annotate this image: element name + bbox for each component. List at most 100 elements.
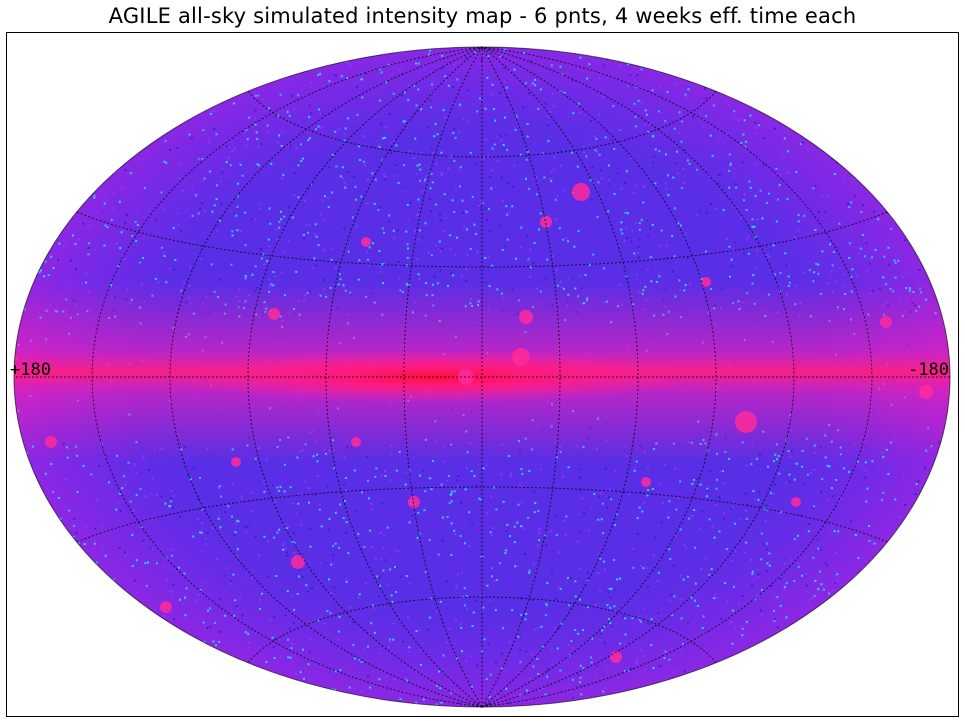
noise-pixel <box>324 711 326 713</box>
noise-pixel <box>156 562 158 565</box>
noise-pixel <box>853 195 856 198</box>
noise-pixel <box>107 33 109 35</box>
noise-pixel <box>459 166 462 168</box>
noise-pixel <box>827 499 830 502</box>
noise-pixel <box>196 669 199 672</box>
noise-pixel <box>65 186 68 189</box>
noise-pixel <box>802 141 805 144</box>
noise-pixel <box>499 224 502 227</box>
noise-pixel <box>388 641 391 643</box>
noise-pixel <box>288 627 291 630</box>
noise-pixel <box>731 505 734 508</box>
noise-pixel <box>709 134 712 137</box>
noise-pixel <box>101 205 104 208</box>
noise-pixel <box>54 111 57 114</box>
noise-pixel <box>905 176 908 179</box>
noise-pixel <box>122 132 125 135</box>
noise-pixel <box>572 678 574 681</box>
noise-pixel <box>826 644 829 647</box>
noise-pixel <box>246 525 249 528</box>
noise-pixel <box>14 158 17 161</box>
noise-pixel <box>416 536 419 539</box>
noise-pixel <box>18 74 21 77</box>
noise-pixel <box>47 50 50 53</box>
noise-pixel <box>243 132 246 134</box>
noise-pixel <box>169 497 172 500</box>
noise-pixel <box>796 706 799 707</box>
noise-pixel <box>767 670 770 673</box>
noise-pixel <box>624 211 627 214</box>
noise-pixel <box>773 609 775 612</box>
noise-pixel <box>452 132 455 135</box>
noise-pixel <box>953 501 955 503</box>
noise-pixel <box>199 82 202 85</box>
noise-pixel <box>43 202 46 205</box>
noise-pixel <box>319 113 322 116</box>
noise-pixel <box>291 94 294 97</box>
noise-pixel <box>613 559 616 561</box>
noise-pixel <box>836 579 839 582</box>
noise-pixel <box>624 617 627 620</box>
noise-pixel <box>463 709 465 711</box>
noise-pixel <box>751 572 754 575</box>
noise-pixel <box>699 40 701 42</box>
noise-pixel <box>139 525 141 528</box>
noise-pixel <box>133 32 135 34</box>
noise-pixel <box>398 277 401 280</box>
noise-pixel <box>914 493 917 496</box>
noise-pixel <box>437 670 440 673</box>
noise-pixel <box>603 560 605 563</box>
noise-pixel <box>296 593 299 595</box>
noise-pixel <box>358 593 361 596</box>
noise-pixel <box>826 564 829 567</box>
noise-pixel <box>293 541 296 544</box>
noise-pixel <box>40 531 43 534</box>
noise-pixel <box>145 688 148 691</box>
noise-pixel <box>317 244 320 247</box>
noise-pixel <box>730 507 732 510</box>
noise-pixel <box>50 255 53 258</box>
noise-pixel <box>286 590 289 592</box>
noise-pixel <box>44 676 47 679</box>
noise-pixel <box>449 248 452 251</box>
noise-pixel <box>821 477 824 480</box>
noise-pixel <box>901 275 904 278</box>
noise-pixel <box>737 704 740 707</box>
noise-pixel <box>942 524 945 527</box>
noise-pixel <box>598 113 600 116</box>
noise-pixel <box>295 672 298 675</box>
noise-pixel <box>183 670 186 673</box>
noise-pixel <box>183 60 186 63</box>
noise-pixel <box>593 135 596 137</box>
noise-pixel <box>500 473 503 476</box>
noise-pixel <box>453 211 456 213</box>
noise-pixel <box>497 696 500 699</box>
noise-pixel <box>151 645 153 648</box>
noise-pixel <box>905 530 908 533</box>
noise-pixel <box>783 585 786 588</box>
noise-pixel <box>263 535 266 538</box>
noise-pixel <box>804 681 807 684</box>
noise-pixel <box>23 44 25 46</box>
noise-pixel <box>783 588 786 591</box>
noise-pixel <box>817 142 820 145</box>
noise-pixel <box>379 99 382 102</box>
noise-pixel <box>182 78 184 81</box>
noise-pixel <box>905 574 908 577</box>
noise-pixel <box>98 665 101 668</box>
noise-pixel <box>358 145 360 148</box>
noise-pixel <box>45 47 48 50</box>
noise-pixel <box>480 555 483 558</box>
noise-pixel <box>489 175 492 178</box>
noise-pixel <box>572 112 575 115</box>
noise-pixel <box>564 534 567 537</box>
noise-pixel <box>528 257 531 260</box>
noise-pixel <box>359 159 361 161</box>
noise-pixel <box>936 166 939 169</box>
noise-pixel <box>516 117 519 120</box>
noise-pixel <box>545 604 548 607</box>
noise-pixel <box>756 568 759 571</box>
noise-pixel <box>848 242 851 245</box>
noise-pixel <box>33 174 36 177</box>
noise-pixel <box>814 579 817 582</box>
